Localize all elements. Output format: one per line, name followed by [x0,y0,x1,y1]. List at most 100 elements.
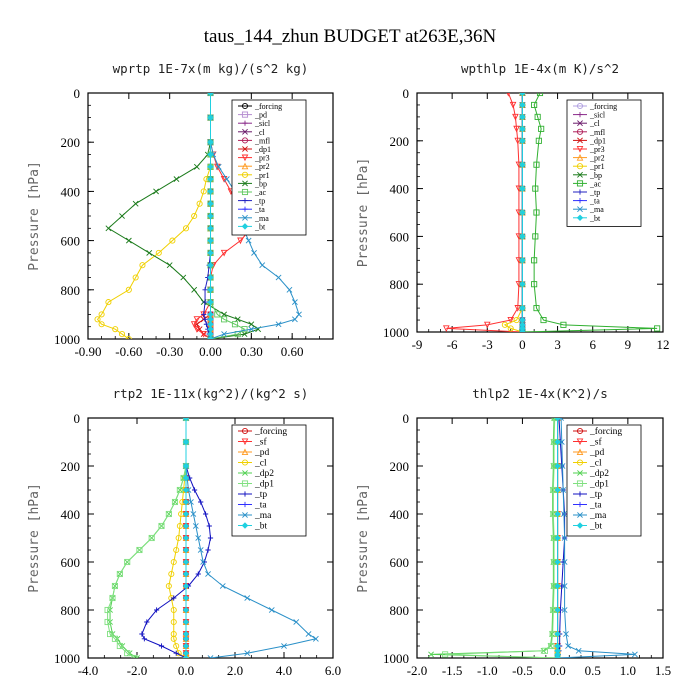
y-axis-label: Pressure [hPa] [356,158,371,268]
series-point-cl [175,534,182,542]
legend-label: _tp [589,188,600,197]
series-point-pr1 [139,262,146,269]
series-point-bt [182,486,190,494]
legend-marker [242,120,248,126]
legend-marker [576,214,584,222]
series-point-bt [207,261,214,269]
series-point-pr1 [501,321,508,328]
series-point-bp [105,225,112,232]
series-point-bt [207,286,214,294]
series-point-tp [207,535,214,541]
legend-marker [242,180,248,187]
x-tick-label: -0.90 [74,344,101,359]
legend-marker [242,512,248,518]
legend-label: _pr3 [589,145,605,154]
series-point-dp1 [171,498,179,506]
legend-marker [576,163,584,170]
legend-marker [577,206,583,213]
legend-label: _ma [589,205,604,214]
legend-marker [577,198,583,204]
legend-marker [577,512,583,518]
y-tick-label: 200 [61,459,81,474]
series-point-bt [519,101,526,109]
series-point-ma [561,583,568,589]
legend-marker [242,501,248,508]
series-point-ma [200,559,207,565]
series-point-pr1 [191,212,198,220]
legend-marker [241,223,249,230]
series-point-ac [532,233,539,240]
legend-label: _dp2 [254,469,274,479]
y-tick-label: 400 [61,184,81,199]
series-point-dp1 [551,418,558,422]
series-point-ma [519,93,526,96]
series-point-tp [205,547,211,553]
x-tick-label: 0.0 [549,663,565,678]
series-point-pr3 [220,249,228,257]
legend-label: _cl [254,459,267,469]
series-point-tp [173,650,179,656]
series-line-ac [522,93,658,332]
legend-marker [241,480,249,487]
x-tick-label: 6 [589,337,596,352]
series-point-bt [182,654,190,658]
legend-label: _tp [254,197,265,206]
series-point-dp1 [176,486,183,494]
series-point-pr1 [105,299,112,306]
legend-label: _dp1 [254,145,271,154]
series-point-cl [165,582,172,590]
series-point-ac [538,125,545,132]
series-point-bt [554,438,561,446]
y-tick-label: 800 [390,277,410,292]
series-point-pr3 [200,331,208,338]
series-point-ac [214,311,221,318]
chart-panel-4: thlp2 1E-4x(K^2)/s Pressure [hPa] -2.0 -1.5… [356,386,671,678]
series-point-bt [182,546,190,554]
series-point-dp1 [158,522,165,530]
series-point-bp [132,200,139,207]
series-point-dp1 [104,606,111,614]
x-tick-label: -3 [482,337,493,352]
x-tick-label: 6.0 [325,663,341,678]
series-point-pr3 [193,316,201,323]
x-tick-label: 0.00 [199,344,222,359]
legend-marker [577,189,583,195]
series-point-ma [187,499,194,505]
series-point-ma [631,651,638,658]
x-tick-label: 3 [554,337,561,352]
series-point-dp1 [541,647,548,654]
legend-label: _sf [254,437,267,448]
series-point-pr1 [112,326,119,333]
series-point-ma [312,635,319,642]
series-point-ac [533,305,540,312]
series-point-tp [198,499,204,505]
legend-marker [576,128,584,135]
series-point-pr3 [513,125,520,133]
panel-title: thlp2 1E-4x(K^2)/s [472,386,607,401]
series-point-ma [221,331,228,337]
series-point-bt [182,510,190,518]
legend-marker [577,120,583,127]
series-point-cl [170,618,177,626]
series-point-bt [207,335,214,339]
legend-marker [241,102,249,110]
y-tick-label: 600 [61,234,81,249]
legend-marker [241,111,249,118]
legend-label: _bp [589,171,602,180]
x-tick-label: 2.0 [227,663,243,678]
legend-label: _ma [254,511,272,521]
series-point-dp1 [442,651,449,658]
series-point-cl [173,642,180,650]
series-point-ma [275,274,282,281]
series-point-tp [202,299,208,305]
series-point-ma [183,418,189,421]
series-point-ma [563,631,569,637]
x-tick-label: -2.0 [407,663,428,678]
series-point-ma [281,643,287,649]
series-line-pr3 [446,93,523,332]
series-point-ma [219,583,226,589]
legend-label: _pr2 [254,162,270,171]
legend-label: _cl [589,119,601,128]
legend-label: _dp1 [589,136,606,145]
x-tick-label: -0.5 [512,663,533,678]
